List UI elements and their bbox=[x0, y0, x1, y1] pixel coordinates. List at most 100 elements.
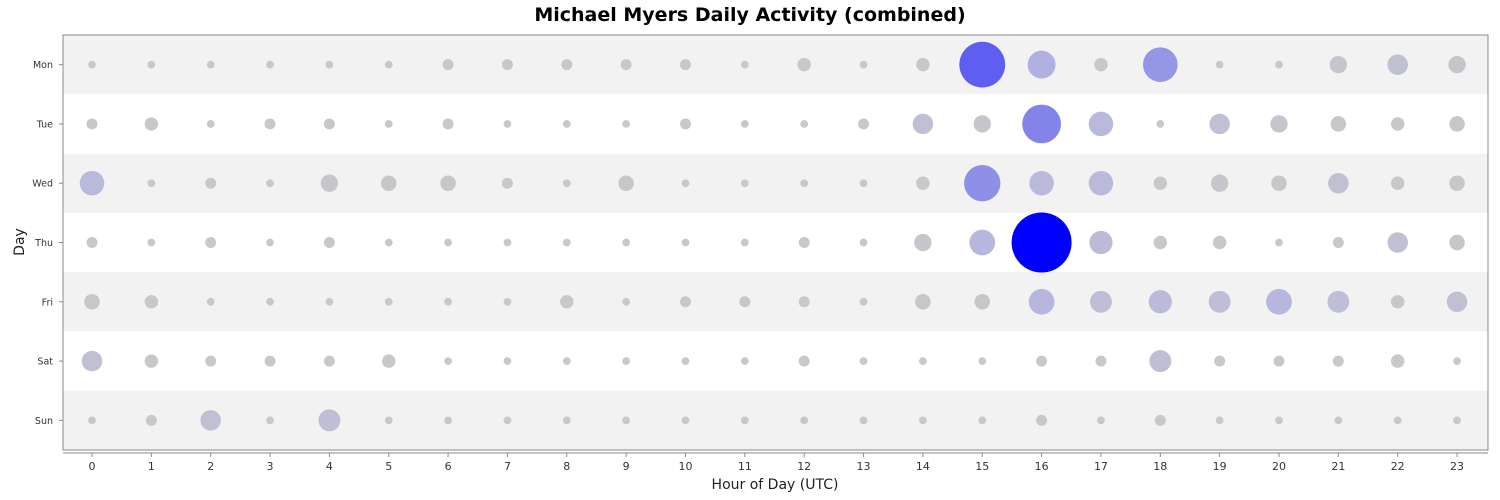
bubble-tue-22 bbox=[1390, 117, 1405, 131]
bubble-mon-10 bbox=[680, 59, 691, 71]
bubble-fri-8 bbox=[560, 295, 574, 309]
bubble-thu-10 bbox=[681, 238, 690, 247]
x-tick-label: 11 bbox=[738, 460, 752, 473]
bubble-fri-16 bbox=[1028, 288, 1055, 315]
bubble-wed-18 bbox=[1153, 176, 1168, 190]
bubble-sun-8 bbox=[562, 416, 571, 425]
bubble-mon-12 bbox=[797, 57, 811, 72]
bubble-fri-4 bbox=[325, 297, 334, 306]
bubble-fri-20 bbox=[1266, 288, 1292, 315]
bubble-sat-19 bbox=[1214, 355, 1226, 367]
bubble-wed-21 bbox=[1328, 172, 1349, 194]
bubble-mon-14 bbox=[916, 57, 930, 72]
bubble-sun-1 bbox=[145, 414, 157, 426]
bubble-wed-11 bbox=[740, 179, 749, 188]
bubble-sat-1 bbox=[144, 354, 159, 368]
bubble-thu-22 bbox=[1387, 232, 1408, 253]
bubble-tue-7 bbox=[503, 120, 512, 128]
bubble-wed-7 bbox=[501, 177, 513, 189]
bubble-sat-4 bbox=[323, 355, 335, 367]
bubble-mon-1 bbox=[147, 60, 156, 69]
bubble-sun-3 bbox=[266, 416, 274, 425]
bubble-sat-0 bbox=[81, 350, 103, 372]
bubble-wed-12 bbox=[800, 179, 809, 188]
bubble-sun-5 bbox=[384, 416, 393, 425]
bubble-thu-21 bbox=[1332, 237, 1344, 248]
y-tick-label: Fri bbox=[42, 297, 53, 308]
bubble-thu-3 bbox=[266, 238, 274, 247]
bubble-tue-5 bbox=[384, 120, 393, 128]
bubble-tue-19 bbox=[1209, 113, 1230, 135]
bubble-sat-22 bbox=[1390, 354, 1405, 368]
bubble-wed-14 bbox=[916, 176, 930, 190]
bubble-wed-6 bbox=[440, 175, 456, 191]
bubble-wed-5 bbox=[381, 175, 397, 191]
bubble-tue-16 bbox=[1022, 104, 1061, 144]
bubble-sun-15 bbox=[978, 416, 987, 425]
bubble-thu-19 bbox=[1212, 235, 1227, 250]
bubble-thu-4 bbox=[323, 237, 335, 248]
bubble-tue-1 bbox=[144, 117, 159, 131]
bubble-tue-12 bbox=[800, 120, 809, 128]
x-tick-label: 21 bbox=[1331, 460, 1345, 473]
bubble-fri-15 bbox=[974, 294, 990, 310]
bubble-thu-6 bbox=[444, 238, 452, 247]
bubble-mon-7 bbox=[501, 59, 513, 71]
bubble-sun-4 bbox=[318, 409, 341, 432]
bubble-tue-11 bbox=[740, 120, 749, 128]
bubble-mon-18 bbox=[1142, 47, 1178, 82]
bubble-thu-2 bbox=[205, 237, 217, 248]
x-tick-label: 2 bbox=[207, 460, 214, 473]
row-band-mon bbox=[63, 35, 1488, 95]
bubble-tue-6 bbox=[442, 118, 454, 130]
bubble-sat-14 bbox=[919, 357, 927, 365]
bubble-fri-10 bbox=[680, 296, 691, 308]
x-tick-label: 22 bbox=[1391, 460, 1405, 473]
bubble-wed-1 bbox=[147, 179, 156, 188]
bubble-thu-7 bbox=[503, 238, 512, 247]
bubble-tue-2 bbox=[206, 120, 215, 128]
bubble-fri-5 bbox=[384, 297, 393, 306]
bubble-thu-0 bbox=[86, 237, 98, 248]
bubble-wed-4 bbox=[320, 174, 339, 192]
bubble-sun-10 bbox=[681, 416, 690, 425]
bubble-sat-12 bbox=[798, 355, 810, 367]
bubble-mon-13 bbox=[859, 60, 868, 69]
bubble-thu-15 bbox=[969, 229, 996, 256]
bubble-mon-2 bbox=[206, 60, 215, 69]
bubble-mon-4 bbox=[325, 60, 334, 69]
x-tick-label: 15 bbox=[975, 460, 989, 473]
bubble-sat-21 bbox=[1332, 355, 1344, 367]
bubble-fri-6 bbox=[444, 297, 452, 306]
bubble-wed-19 bbox=[1210, 174, 1229, 192]
bubble-tue-8 bbox=[562, 120, 571, 128]
row-band-sat bbox=[63, 331, 1488, 391]
bubble-thu-20 bbox=[1275, 238, 1283, 247]
x-tick-label: 23 bbox=[1450, 460, 1464, 473]
bubble-fri-9 bbox=[622, 297, 631, 306]
bubble-tue-14 bbox=[912, 113, 934, 135]
y-axis-title: Day bbox=[12, 228, 28, 256]
bubble-mon-11 bbox=[740, 60, 749, 69]
bubble-fri-18 bbox=[1148, 290, 1172, 314]
bubble-fri-2 bbox=[206, 297, 215, 306]
bubble-sun-23 bbox=[1453, 416, 1461, 425]
bubble-thu-12 bbox=[798, 237, 810, 248]
bubble-sun-6 bbox=[444, 416, 452, 425]
x-tick-label: 6 bbox=[445, 460, 452, 473]
bubble-mon-16 bbox=[1027, 50, 1056, 79]
bubble-fri-1 bbox=[144, 295, 159, 309]
bubble-thu-11 bbox=[740, 238, 749, 247]
bubble-sun-2 bbox=[200, 410, 221, 431]
bubble-sun-7 bbox=[503, 416, 512, 425]
x-tick-label: 18 bbox=[1153, 460, 1167, 473]
x-tick-label: 0 bbox=[89, 460, 96, 473]
bubble-sat-2 bbox=[205, 355, 217, 367]
bubble-fri-22 bbox=[1390, 295, 1405, 309]
x-tick-label: 5 bbox=[385, 460, 392, 473]
bubble-sun-16 bbox=[1036, 414, 1048, 426]
bubble-tue-23 bbox=[1449, 116, 1465, 132]
bubble-wed-3 bbox=[266, 179, 274, 188]
x-tick-label: 1 bbox=[148, 460, 155, 473]
